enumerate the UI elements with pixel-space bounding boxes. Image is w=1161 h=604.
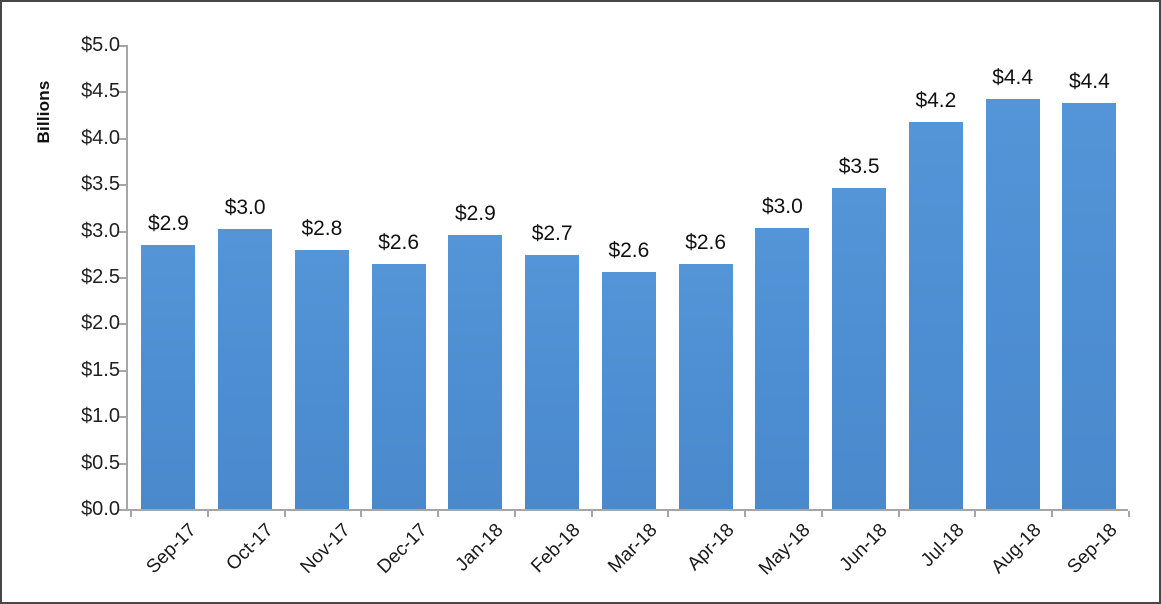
bar: [755, 227, 810, 509]
x-tick-mark: [1051, 511, 1053, 517]
y-tick-mark: [119, 184, 126, 187]
bar: [601, 272, 656, 509]
x-tick-label: Dec-17: [373, 519, 432, 578]
bar: [678, 264, 733, 509]
bar: [1062, 102, 1117, 509]
bar: [218, 228, 273, 509]
x-tick-label: Apr-18: [683, 519, 739, 575]
bar: [908, 122, 963, 509]
y-tick-label: $2.0: [81, 312, 120, 335]
x-tick-label: Feb-18: [527, 519, 585, 578]
x-tick-mark: [974, 511, 977, 517]
x-tick-label: Nov-17: [296, 519, 355, 578]
x-tick-mark: [590, 511, 593, 517]
bar: [525, 254, 580, 509]
bar: [371, 264, 426, 509]
bar-value-label: $2.9: [454, 202, 496, 226]
x-tick-label: Oct-17: [222, 519, 278, 575]
y-tick-label: $1.5: [81, 358, 120, 381]
bar: [832, 187, 887, 509]
x-tick-mark: [283, 511, 286, 517]
y-tick-mark: [119, 45, 126, 47]
x-tick-mark: [744, 511, 746, 517]
bar-value-label: $4.4: [992, 65, 1034, 89]
bar-value-label: $3.0: [761, 194, 803, 218]
y-tick-label: $0.0: [81, 498, 120, 520]
x-tick-mark: [437, 511, 439, 517]
y-axis-title: Billions: [34, 80, 53, 144]
y-tick-mark: [119, 416, 126, 419]
x-tick-label: Sep-17: [142, 519, 201, 578]
y-tick-mark: [119, 509, 126, 511]
bar: [448, 235, 503, 509]
y-tick-mark: [119, 323, 126, 326]
x-tick-label: Aug-18: [986, 519, 1046, 578]
x-tick-label: Jan-18: [451, 519, 508, 576]
y-tick-mark: [119, 462, 126, 465]
y-tick-mark: [119, 137, 126, 140]
bar-value-label: $3.0: [224, 195, 266, 219]
x-tick-mark: [360, 511, 363, 517]
y-axis-line: [126, 45, 128, 511]
x-tick-mark: [130, 511, 132, 517]
y-tick-label: $0.5: [81, 451, 120, 474]
bar-value-label: $2.7: [531, 221, 573, 245]
x-tick-label: Jul-18: [916, 519, 969, 572]
y-tick-label: $3.5: [81, 173, 120, 196]
y-tick-label: $4.0: [81, 126, 120, 149]
x-tick-mark: [1127, 511, 1130, 517]
y-tick-label: $4.5: [81, 80, 120, 103]
y-tick-mark: [119, 277, 126, 279]
bar-value-label: $2.8: [301, 217, 343, 241]
y-tick-label: $5.0: [81, 34, 120, 56]
y-tick-mark: [119, 91, 126, 94]
x-tick-label: May-18: [755, 519, 815, 580]
y-tick-mark: [119, 369, 126, 372]
x-tick-label: Jun-18: [835, 519, 892, 576]
y-tick-mark: [119, 230, 126, 233]
x-tick-label: Sep-18: [1063, 519, 1122, 578]
x-tick-mark: [667, 511, 670, 517]
x-tick-mark: [206, 511, 209, 517]
y-tick-label: $1.0: [81, 405, 120, 428]
bar-value-label: $2.6: [378, 231, 420, 254]
bar-value-label: $2.9: [147, 211, 189, 235]
x-tick-mark: [820, 511, 823, 517]
bar-value-label: $3.5: [838, 154, 880, 178]
bar-value-label: $4.4: [1068, 69, 1110, 93]
bar: [985, 98, 1040, 509]
y-tick-label: $3.0: [81, 219, 120, 242]
x-tick-mark: [513, 511, 516, 517]
x-tick-label: Mar-18: [604, 519, 662, 578]
bar-value-label: $2.6: [608, 239, 650, 263]
bar: [141, 244, 196, 509]
bar-value-label: $4.2: [915, 89, 957, 113]
bar: [294, 250, 349, 509]
bar-value-label: $2.6: [685, 231, 727, 254]
x-axis-line: [126, 509, 1128, 511]
y-tick-label: $2.5: [81, 266, 120, 288]
x-tick-mark: [897, 511, 900, 517]
